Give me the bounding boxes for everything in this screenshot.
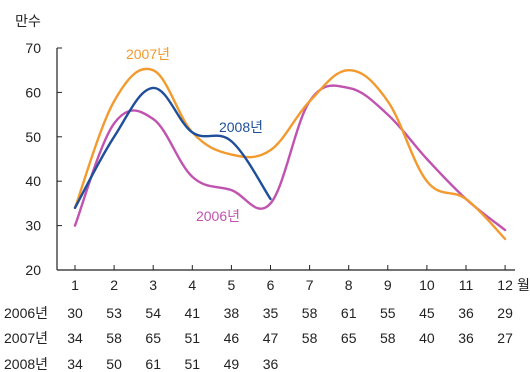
series-2007-line: [73, 67, 507, 241]
y-tick-label: 50: [25, 129, 41, 145]
table-cell: 40: [419, 330, 435, 346]
y-ticks: 20 30 40 50 60 70: [25, 40, 62, 278]
x-ticks: 1 2 3 4 5 6 7 8 9 10 11 12: [71, 265, 513, 293]
table-cell: 46: [224, 330, 240, 346]
table-cell: 35: [263, 305, 279, 321]
x-tick-label: 5: [228, 277, 236, 293]
table-cell: 58: [302, 305, 318, 321]
x-tick-label: 7: [306, 277, 314, 293]
x-axis-unit: 월: [517, 277, 530, 293]
table-row-label: 2006년: [4, 305, 48, 321]
y-tick-label: 20: [25, 262, 41, 278]
series-lines: [73, 67, 507, 241]
y-axis-unit: 만수: [15, 13, 41, 29]
x-tick-label: 6: [267, 277, 275, 293]
table-cell: 55: [380, 305, 396, 321]
x-tick-label: 9: [384, 277, 392, 293]
series-label-2006: 2006년: [196, 208, 240, 224]
data-table: 2006년 30 53 54 41 38 35 58 61 55 45 36 29 2007년 34 58 65…: [4, 305, 513, 372]
table-cell: 49: [224, 356, 240, 372]
series-labels: 2006년 2007년 2008년: [126, 46, 263, 224]
table-cell: 54: [145, 305, 161, 321]
x-tick-label: 4: [188, 277, 196, 293]
series-label-2007: 2007년: [126, 46, 170, 62]
table-cell: 34: [67, 356, 83, 372]
table-cell: 61: [145, 356, 161, 372]
table-cell: 65: [341, 330, 357, 346]
table-cell: 53: [106, 305, 122, 321]
table-row-label: 2007년: [4, 330, 48, 346]
series-2008-line: [73, 86, 272, 210]
table-cell: 36: [458, 305, 474, 321]
table-cell: 58: [302, 330, 318, 346]
table-cell: 51: [185, 356, 201, 372]
x-tick-label: 3: [149, 277, 157, 293]
y-tick-label: 70: [25, 40, 41, 56]
table-cell: 50: [106, 356, 122, 372]
table-cell: 51: [185, 330, 201, 346]
series-label-2008: 2008년: [219, 119, 263, 135]
x-tick-label: 8: [345, 277, 353, 293]
table-cell: 58: [380, 330, 396, 346]
table-cell: 38: [224, 305, 240, 321]
table-cell: 47: [263, 330, 279, 346]
table-cell: 27: [497, 330, 513, 346]
y-tick-label: 30: [25, 218, 41, 234]
x-tick-label: 12: [497, 277, 513, 293]
y-tick-label: 60: [25, 84, 41, 100]
y-tick-label: 40: [25, 173, 41, 189]
table-cell: 41: [185, 305, 201, 321]
table-cell: 65: [145, 330, 161, 346]
table-row-label: 2008년: [4, 356, 48, 372]
table-cell: 29: [497, 305, 513, 321]
table-cell: 61: [341, 305, 357, 321]
table-cell: 45: [419, 305, 435, 321]
table-cell: 30: [67, 305, 83, 321]
x-tick-label: 10: [419, 277, 435, 293]
table-cell: 34: [67, 330, 83, 346]
table-cell: 36: [458, 330, 474, 346]
series-2006-line: [73, 84, 507, 232]
x-tick-label: 11: [459, 277, 474, 293]
x-tick-label: 1: [71, 277, 79, 293]
table-cell: 58: [106, 330, 122, 346]
axes: 만수 월: [15, 13, 530, 293]
x-tick-label: 2: [110, 277, 118, 293]
table-cell: 36: [263, 356, 279, 372]
